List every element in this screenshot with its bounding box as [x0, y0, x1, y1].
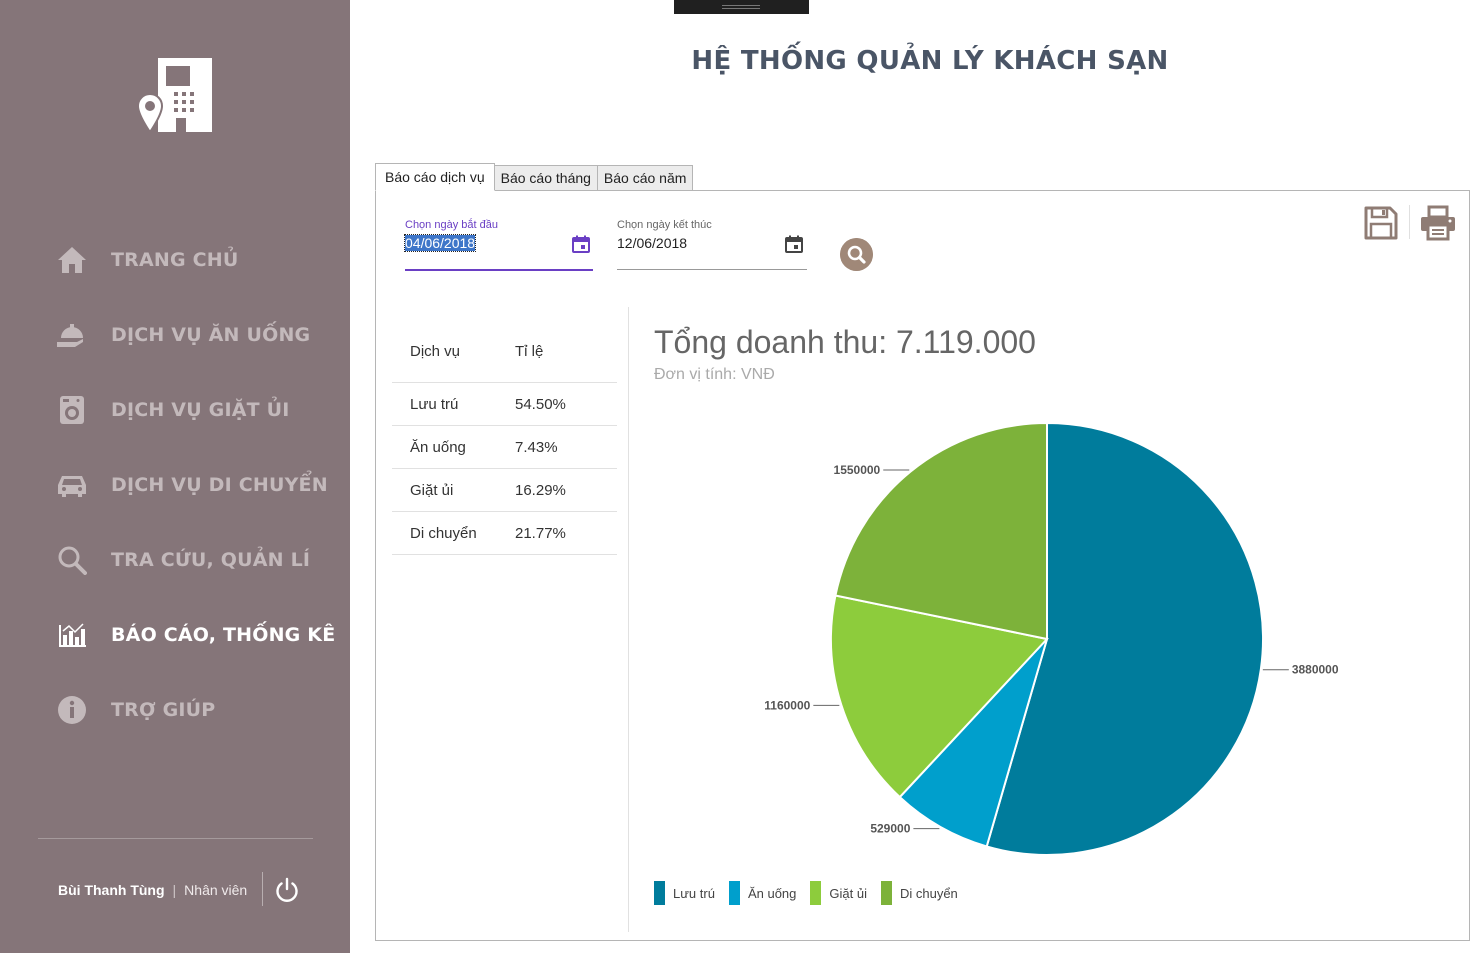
- pie-slice-2[interactable]: [898, 638, 1048, 848]
- sidebar-item-label: TRA CỨU, QUẢN LÍ: [111, 549, 311, 571]
- sidebar-item-label: DỊCH VỤ ĂN UỐNG: [111, 324, 311, 346]
- table-row[interactable]: Lưu trú 54.50%: [392, 383, 617, 426]
- sidebar-item-lookup[interactable]: TRA CỨU, QUẢN LÍ: [52, 535, 342, 585]
- table-row[interactable]: Giặt ủi 16.29%: [392, 469, 617, 512]
- tab-monthly-report[interactable]: Báo cáo tháng: [493, 165, 598, 191]
- column-header-ratio: Tỉ lệ: [515, 343, 544, 360]
- legend-swatch: [728, 881, 740, 905]
- hotel-logo-icon: [136, 58, 212, 134]
- sidebar-item-label: DỊCH VỤ GIẶT ỦI: [111, 399, 290, 421]
- sidebar-item-label: DỊCH VỤ DI CHUYỂN: [111, 474, 328, 496]
- print-icon[interactable]: [1419, 205, 1457, 241]
- chart-subtitle: Đơn vị tính: VNĐ: [654, 366, 775, 383]
- legend-item[interactable]: Giặt ủi: [810, 881, 867, 905]
- end-date-picker: Chọn ngày kết thúc 12/06/2018: [617, 219, 807, 279]
- report-icon: [52, 615, 92, 655]
- chart-title: Tổng doanh thu: 7.119.000: [654, 324, 1036, 360]
- ratio-cell: 16.29%: [515, 482, 566, 499]
- tab-service-report[interactable]: Báo cáo dịch vụ: [375, 163, 495, 191]
- column-header-service: Dịch vụ: [410, 343, 461, 360]
- legend-swatch: [654, 881, 665, 905]
- service-cell: Ăn uống: [410, 439, 466, 456]
- sidebar-item-food-service[interactable]: DỊCH VỤ ĂN UỐNG: [52, 310, 342, 360]
- legend-label: Ăn uống: [747, 885, 797, 901]
- sidebar-item-label: TRỢ GIÚP: [111, 699, 216, 721]
- pie-slice-4[interactable]: [834, 421, 1048, 641]
- ratio-cell: 7.43%: [515, 439, 558, 456]
- table-header-row: Dịch vụ Tỉ lệ: [392, 321, 617, 383]
- panel-divider: [628, 307, 629, 932]
- legend-swatch: [810, 881, 822, 905]
- sidebar: TRANG CHỦ DỊCH VỤ ĂN UỐNG DỊCH VỤ GIẶT Ủ…: [0, 0, 350, 953]
- info-icon: [52, 690, 92, 730]
- grip-icon: [722, 5, 760, 9]
- user-name: Bùi Thanh Tùng: [58, 882, 165, 898]
- user-info: Bùi Thanh Tùng | Nhân viên: [58, 872, 247, 908]
- slice-data-label: 529000: [870, 822, 910, 836]
- sidebar-item-label: TRANG CHỦ: [111, 249, 239, 271]
- legend-label: Lưu trú: [673, 885, 715, 901]
- home-icon: [52, 240, 92, 280]
- chart-legend: Lưu trú Ăn uống Giặt ủi Di chuyển: [654, 881, 972, 905]
- search-icon: [52, 540, 92, 580]
- ratio-cell: 21.77%: [515, 525, 566, 542]
- slice-data-label: 3880000: [1292, 663, 1339, 677]
- end-date-underline: [617, 269, 807, 270]
- save-icon[interactable]: [1363, 205, 1399, 241]
- ratio-cell: 54.50%: [515, 396, 566, 413]
- laundry-icon: [52, 390, 92, 430]
- search-button[interactable]: [840, 238, 873, 271]
- pie-slice-3[interactable]: [830, 594, 1049, 799]
- calendar-icon[interactable]: [572, 235, 590, 253]
- start-date-underline: [405, 269, 593, 271]
- food-service-icon: [52, 315, 92, 355]
- start-date-input[interactable]: 04/06/2018: [403, 234, 477, 252]
- sidebar-item-transport[interactable]: DỊCH VỤ DI CHUYỂN: [52, 460, 342, 510]
- calendar-icon[interactable]: [785, 235, 803, 253]
- sidebar-item-label: BÁO CÁO, THỐNG KÊ: [111, 624, 336, 646]
- sidebar-divider: [38, 838, 313, 839]
- start-date-label: Chọn ngày bắt đầu: [405, 219, 498, 231]
- user-divider: [262, 872, 263, 906]
- sidebar-item-report[interactable]: BÁO CÁO, THỐNG KÊ: [52, 610, 342, 660]
- service-cell: Di chuyển: [410, 525, 477, 542]
- toolbar-separator: [1409, 205, 1410, 239]
- tab-yearly-report[interactable]: Báo cáo năm: [596, 165, 694, 191]
- sidebar-item-home[interactable]: TRANG CHỦ: [52, 235, 342, 285]
- legend-item[interactable]: Lưu trú: [654, 881, 715, 905]
- user-role: Nhân viên: [184, 882, 248, 898]
- sidebar-item-help[interactable]: TRỢ GIÚP: [52, 685, 342, 735]
- legend-item[interactable]: Ăn uống: [728, 881, 797, 905]
- service-cell: Giặt ủi: [410, 482, 454, 499]
- drag-handle[interactable]: [674, 0, 809, 14]
- power-icon[interactable]: [274, 877, 300, 903]
- table-row[interactable]: Ăn uống 7.43%: [392, 426, 617, 469]
- service-table: Dịch vụ Tỉ lệ Lưu trú 54.50% Ăn uống 7.4…: [392, 321, 617, 555]
- legend-item[interactable]: Di chuyển: [880, 881, 958, 905]
- report-tabs: Báo cáo dịch vụ Báo cáo tháng Báo cáo nă…: [375, 163, 694, 191]
- user-separator: |: [172, 882, 177, 898]
- service-cell: Lưu trú: [410, 396, 459, 413]
- car-icon: [52, 465, 92, 505]
- slice-data-label: 1160000: [764, 698, 810, 712]
- legend-swatch: [880, 881, 892, 905]
- legend-label: Giặt ủi: [829, 885, 867, 901]
- slice-data-label: 1550000: [834, 463, 881, 477]
- pie-chart: 3880000 529000 1160000 1550000: [764, 421, 1339, 856]
- pie-slice-1[interactable]: [985, 421, 1264, 856]
- sidebar-item-laundry[interactable]: DỊCH VỤ GIẶT ỦI: [52, 385, 342, 435]
- table-row[interactable]: Di chuyển 21.77%: [392, 512, 617, 555]
- end-date-input[interactable]: 12/06/2018: [617, 235, 688, 251]
- start-date-picker: Chọn ngày bắt đầu 04/06/2018: [403, 219, 593, 279]
- legend-label: Di chuyển: [899, 885, 958, 901]
- end-date-label: Chọn ngày kết thúc: [617, 219, 712, 231]
- page-title: HỆ THỐNG QUẢN LÝ KHÁCH SẠN: [691, 46, 1169, 76]
